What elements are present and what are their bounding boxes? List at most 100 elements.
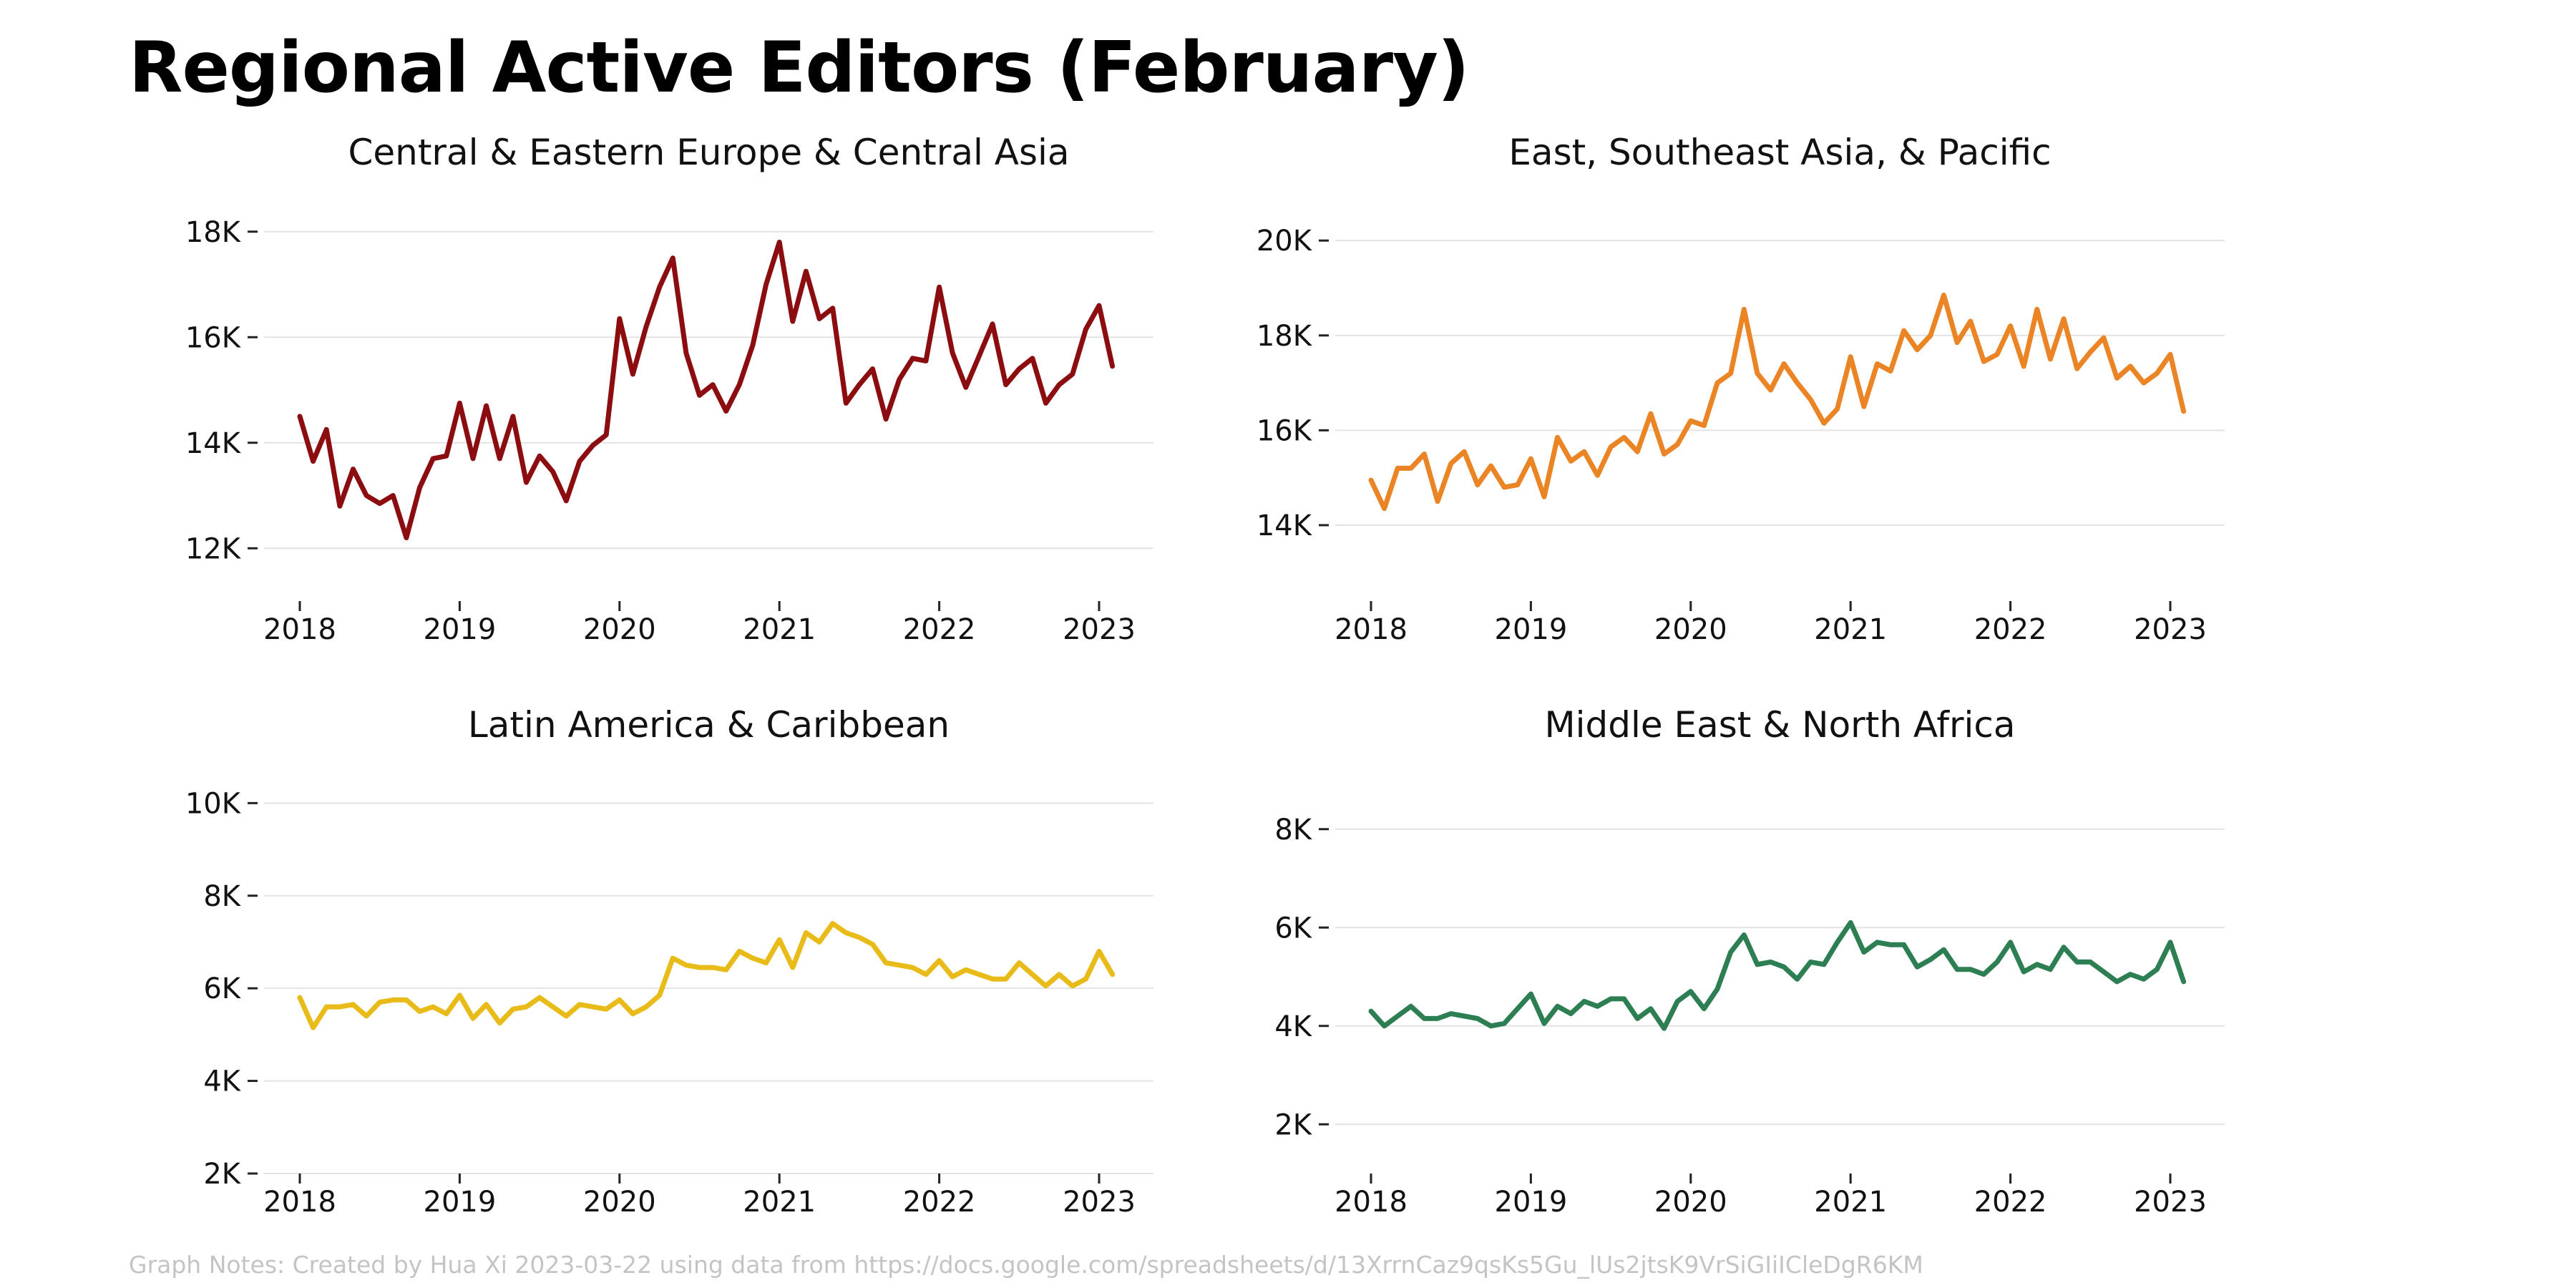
data-point [1623, 436, 1626, 439]
data-point [379, 502, 381, 505]
data-point [1383, 507, 1386, 510]
data-point [1702, 424, 1705, 427]
data-point [858, 936, 861, 939]
x-tick-label: 2018 [1335, 613, 1407, 646]
data-point [365, 1015, 368, 1018]
data-point [1463, 1015, 1465, 1018]
data-point [1742, 934, 1745, 937]
data-point [1636, 450, 1639, 453]
data-point [1782, 965, 1785, 968]
x-tick-label: 2019 [1495, 1186, 1568, 1219]
data-point [1423, 1017, 1425, 1020]
data-point [1058, 973, 1060, 976]
data-point [1516, 484, 1519, 487]
data-point [431, 1005, 434, 1008]
data-point [1031, 357, 1034, 360]
data-point [1863, 405, 1865, 408]
x-tick-label: 2021 [743, 1186, 816, 1219]
data-point [1729, 372, 1732, 375]
data-point [951, 351, 954, 354]
data-point [991, 977, 994, 980]
data-point [2076, 367, 2079, 370]
data-point [312, 1026, 315, 1029]
data-point [685, 351, 688, 354]
data-point [618, 317, 621, 320]
data-point [1782, 363, 1785, 366]
chart-panel-3: Latin America & Caribbean 2K 4K 6K 8K 10K 2018… [185, 704, 1153, 1219]
data-point [711, 966, 714, 969]
data-point [565, 1015, 567, 1018]
data-point [552, 1005, 555, 1008]
data-point [1849, 921, 1852, 924]
data-point [405, 537, 408, 540]
data-point [1045, 985, 1048, 987]
data-point [1410, 467, 1413, 469]
data-point [698, 394, 701, 396]
x-tick-label: 2020 [1654, 613, 1727, 646]
data-point [965, 386, 967, 389]
data-point [1969, 968, 1972, 971]
data-point [844, 932, 847, 935]
data-point [1018, 368, 1020, 371]
data-point [325, 428, 328, 431]
data-point [1982, 973, 1985, 976]
series-line [297, 921, 1116, 1030]
data-point [831, 307, 834, 310]
data-point [1503, 1022, 1506, 1025]
chart-panel-1: Central & Eastern Europe & Central Asia 1… [185, 132, 1153, 646]
data-point [525, 481, 527, 484]
data-point [1649, 412, 1652, 415]
data-point [1111, 973, 1114, 976]
data-point [1596, 474, 1599, 477]
y-tick-label: 14K [1257, 509, 1313, 542]
data-point [804, 932, 807, 935]
data-point [525, 1005, 527, 1008]
data-point [1863, 951, 1865, 954]
data-point [2129, 973, 2132, 976]
data-point [898, 964, 901, 967]
data-point [1436, 500, 1439, 503]
data-point [1889, 943, 1892, 946]
data-point [1370, 1010, 1372, 1013]
data-point [2062, 318, 2065, 321]
y-tick-label: 8K [1274, 814, 1312, 847]
x-tick-label: 2023 [1063, 1186, 1136, 1219]
data-point [1875, 363, 1878, 366]
data-point [2009, 325, 2012, 328]
data-point [1463, 450, 1465, 453]
y-tick-label: 18K [185, 216, 242, 249]
data-point [1742, 308, 1745, 311]
series-line [297, 240, 1116, 540]
data-point [1423, 452, 1425, 455]
data-point [658, 286, 661, 288]
chart-panel-2: East, Southeast Asia, & Pacific 14K 16K 18K… [1257, 132, 2225, 646]
data-point [1716, 381, 1719, 384]
x-tick-label: 2018 [1335, 1186, 1407, 1219]
data-point [298, 415, 301, 418]
data-point [738, 950, 741, 952]
panel-title: East, Southeast Asia, & Pacific [1508, 132, 2051, 173]
data-point [1756, 963, 1759, 966]
data-point [2102, 970, 2105, 973]
data-point [685, 964, 688, 967]
data-point [405, 998, 408, 1001]
data-point [1823, 963, 1825, 966]
x-tick-label: 2023 [2134, 613, 2207, 646]
data-point [1476, 1017, 1479, 1020]
data-point [1596, 1005, 1599, 1008]
data-point [2129, 365, 2132, 368]
data-point [565, 499, 567, 502]
data-point [1649, 1008, 1652, 1010]
data-point [1929, 334, 1932, 337]
data-point [1543, 495, 1546, 498]
data-point [1031, 973, 1034, 976]
data-point [2022, 365, 2025, 368]
data-point [2022, 970, 2025, 973]
data-point [1903, 329, 1906, 332]
y-tick-label: 10K [185, 787, 242, 820]
data-point [1929, 958, 1932, 961]
x-tick-label: 2022 [903, 613, 976, 646]
data-point [1396, 467, 1399, 469]
x-tick-label: 2020 [583, 613, 656, 646]
